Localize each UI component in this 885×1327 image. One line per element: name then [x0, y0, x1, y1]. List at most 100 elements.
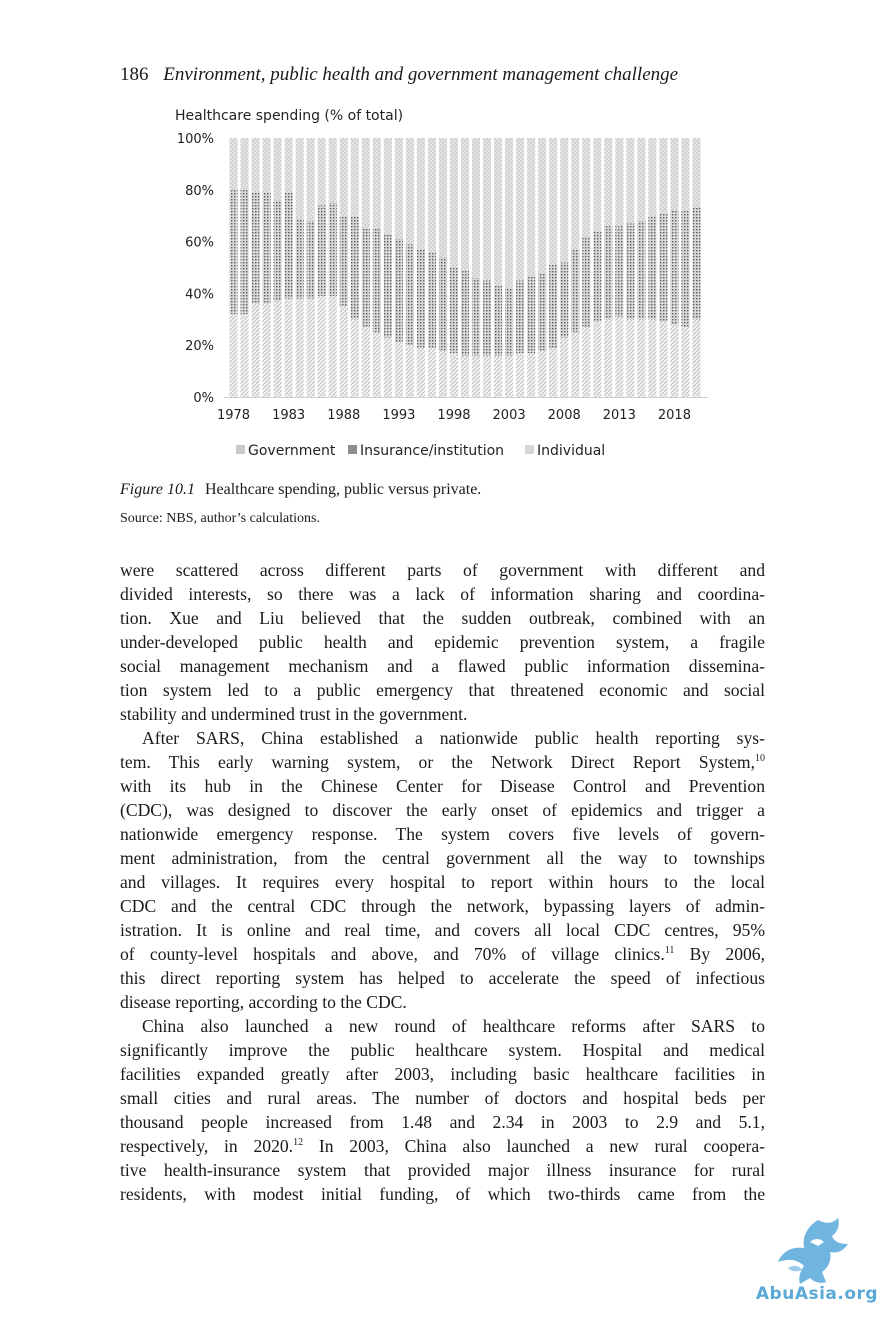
bar-segment-individual — [306, 138, 315, 221]
bar-segment-individual — [560, 138, 569, 263]
bar-segment-government — [538, 350, 547, 397]
bar-segment-individual — [549, 138, 558, 265]
figure-caption: Figure 10.1 Healthcare spending, public … — [120, 481, 481, 499]
bar-segment-government — [251, 303, 260, 397]
text-line: tem. This early warning system, or the N… — [120, 750, 765, 774]
bar-segment-insurance-institution — [251, 192, 260, 304]
footnote-marker: 10 — [755, 753, 765, 765]
x-tick-label: 1998 — [437, 408, 470, 423]
figure-source: Source: NBS, author’s calculations. — [120, 511, 320, 526]
bar-segment-insurance-institution — [284, 192, 293, 299]
bar-segment-individual — [240, 138, 249, 190]
bar-segment-individual — [681, 138, 690, 211]
bar-segment-individual — [604, 138, 613, 227]
x-tick-label: 2008 — [548, 408, 581, 423]
running-header: 186 Environment, public health and gover… — [120, 64, 678, 86]
text-line: were scattered across different parts of… — [120, 560, 765, 580]
footnote-marker: 12 — [293, 1137, 304, 1149]
text-line: istration. It is online and real time, a… — [120, 920, 765, 940]
bar-segment-individual — [328, 138, 337, 203]
bar-segment-insurance-institution — [438, 257, 448, 351]
bar-segment-insurance-institution — [637, 220, 646, 320]
bar-segment-individual — [615, 138, 624, 227]
bar-segment-insurance-institution — [582, 236, 591, 328]
bar-segment-individual — [262, 138, 271, 193]
stacked-bar-chart: Healthcare spending (% of total) 0% 20% 40… — [175, 108, 708, 459]
bar-segment-government — [427, 347, 437, 397]
bar-segment-government — [350, 319, 359, 397]
bar-segment-government — [416, 347, 425, 397]
bar-segment-individual — [427, 138, 437, 252]
bar-segment-individual — [416, 138, 425, 250]
x-tick-label: 2013 — [603, 408, 636, 423]
bar-segment-government — [471, 355, 481, 397]
bar-segment-individual — [229, 138, 238, 190]
bar-segment-insurance-institution — [405, 244, 414, 346]
bar-segment-government — [681, 327, 690, 397]
bar-segment-individual — [317, 138, 326, 206]
text-line: After SARS, China established a nationwi… — [142, 728, 765, 748]
bar-segment-individual — [482, 138, 492, 281]
bar-segment-individual — [692, 138, 701, 208]
bar-segment-insurance-institution — [262, 192, 271, 304]
bar-segment-insurance-institution — [560, 262, 569, 338]
bar-segment-individual — [339, 138, 348, 216]
text-line: facilities expanded greatly after 2003, … — [120, 1064, 765, 1084]
bar-segment-individual — [637, 138, 646, 221]
bar-segment-government — [383, 337, 392, 397]
bar-series — [229, 138, 701, 397]
bar-segment-insurance-institution — [240, 189, 249, 315]
legend-swatch — [236, 445, 245, 454]
bar-segment-government — [549, 347, 558, 397]
bar-segment-government — [306, 298, 315, 397]
bar-segment-individual — [284, 138, 293, 193]
bar-segment-insurance-institution — [593, 231, 602, 322]
bar-segment-insurance-institution — [339, 215, 348, 307]
bar-segment-government — [339, 306, 348, 397]
chart-title: Healthcare spending (% of total) — [175, 108, 403, 124]
watermark-text: AbuAsia.org — [755, 1284, 879, 1304]
bar-segment-individual — [295, 138, 304, 219]
bar-segment-insurance-institution — [681, 210, 690, 328]
legend-label: Individual — [537, 443, 605, 459]
footnote-marker: 11 — [664, 945, 675, 957]
y-tick-label: 20% — [185, 339, 214, 354]
text-line: this direct reporting system has helped … — [120, 968, 765, 988]
bar-segment-individual — [516, 138, 525, 281]
bar-segment-individual — [350, 138, 359, 216]
bar-segment-government — [372, 332, 381, 397]
bar-segment-government — [505, 355, 514, 397]
bar-segment-government — [670, 324, 679, 397]
bar-segment-insurance-institution — [361, 228, 370, 328]
bar-segment-government — [493, 355, 503, 397]
text-line: nationwide emergency response. The syste… — [120, 824, 765, 844]
bar-segment-insurance-institution — [482, 280, 492, 356]
y-tick-label: 60% — [185, 236, 214, 251]
bar-segment-government — [438, 350, 448, 397]
line-text: respectively, in 2020. — [120, 1136, 294, 1156]
y-axis: 0% 20% 40% 60% 80% 100% — [177, 132, 214, 406]
bar-segment-government — [394, 342, 403, 397]
legend-label: Insurance/institution — [360, 443, 504, 459]
bar-segment-individual — [659, 138, 668, 214]
bar-segment-individual — [505, 138, 514, 289]
bar-segment-insurance-institution — [317, 205, 326, 296]
text-line: under-developed public health and epidem… — [120, 632, 765, 652]
bar-segment-government — [659, 321, 668, 397]
text-line: residents, with modest initial funding, … — [120, 1184, 765, 1204]
text-line: divided interests, so there was a lack o… — [120, 584, 765, 604]
bar-segment-government — [560, 337, 569, 397]
x-tick-label: 2018 — [658, 408, 691, 423]
bar-segment-individual — [626, 138, 635, 224]
bar-segment-individual — [538, 138, 547, 273]
text-line: China also launched a new round of healt… — [142, 1016, 765, 1036]
bar-segment-insurance-institution — [394, 239, 403, 343]
text-line: tion. Xue and Liu believed that the sudd… — [120, 608, 765, 628]
bar-segment-insurance-institution — [372, 228, 381, 333]
body-text: were scattered across different parts of… — [120, 558, 765, 1206]
bar-segment-insurance-institution — [604, 226, 613, 320]
bar-segment-government — [648, 319, 657, 397]
line-text: tem. This early warning system, or the N… — [120, 752, 755, 772]
bar-segment-government — [460, 355, 470, 397]
text-line: with its hub in the Chinese Center for D… — [120, 776, 765, 796]
